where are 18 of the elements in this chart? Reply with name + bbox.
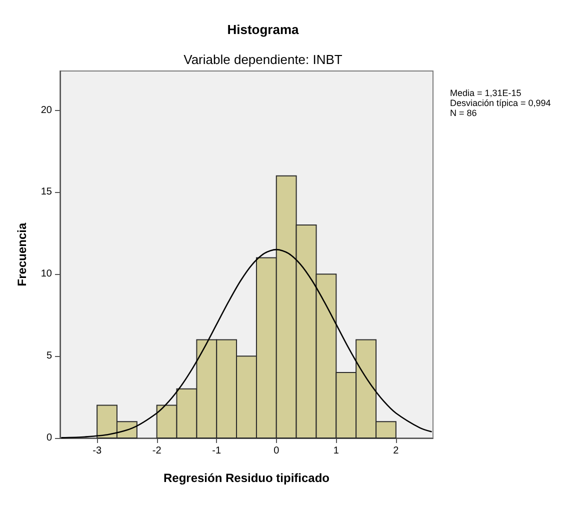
chart-subtitle: Variable dependiente: INBT (184, 52, 342, 67)
y-tick-label: 0 (46, 432, 52, 444)
x-axis-title: Regresión Residuo tipificado (163, 471, 330, 485)
y-tick-label: 5 (46, 350, 52, 362)
text: N = 86 (450, 108, 477, 118)
text: Media = 1,31E-15 (450, 88, 522, 98)
x-tick-label: -1 (212, 446, 222, 456)
x-tick-label: -3 (92, 446, 102, 456)
chart-title: Histograma (227, 22, 300, 37)
x-tick-label: 1 (333, 446, 340, 456)
y-axis-title: Frecuencia (15, 222, 29, 286)
y-tick-label: 10 (40, 268, 52, 280)
y-tick-label: 15 (40, 186, 52, 198)
x-tick-label: 2 (393, 446, 400, 456)
text: Desviación típica = 0,994 (450, 98, 551, 108)
y-tick-label: 20 (40, 104, 52, 116)
x-tick-label: -2 (152, 446, 162, 456)
x-tick-label: 0 (274, 446, 280, 456)
